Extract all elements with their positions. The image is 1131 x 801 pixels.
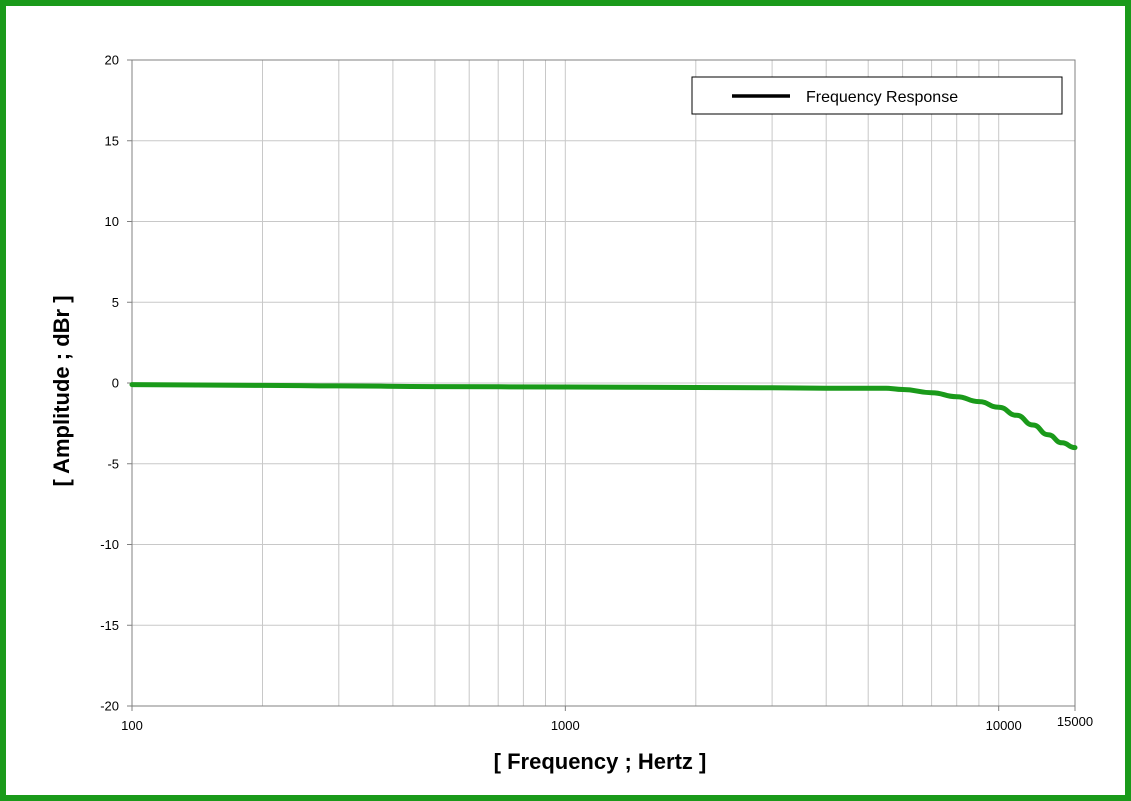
- y-tick-label: -5: [107, 456, 119, 471]
- series-line-frequency-response: [129, 382, 1078, 451]
- y-tick-label: 0: [112, 376, 119, 391]
- legend-label-frequency-response: Frequency Response: [806, 89, 958, 106]
- y-tick-label: 15: [105, 133, 119, 148]
- legend: Frequency Response: [691, 76, 1063, 115]
- y-tick-label: 10: [105, 214, 119, 229]
- y-tick-label: -10: [100, 537, 119, 552]
- y-tick-label: 5: [112, 295, 119, 310]
- y-tick-label: -20: [100, 699, 119, 714]
- y-tick-label: -15: [100, 618, 119, 633]
- x-tick-label: 10000: [986, 718, 1022, 733]
- x-axis-title: [ Frequency ; Hertz ]: [494, 749, 707, 774]
- series-layer: [129, 382, 1078, 451]
- y-tick-label: 20: [105, 53, 119, 68]
- y-axis-title: [ Amplitude ; dBr ]: [49, 295, 74, 486]
- y-axis-ticks: 20 15 10 5 0 -5 -10 -15 -20: [100, 53, 132, 714]
- x-tick-label: 100: [121, 718, 143, 733]
- grid-lines: [132, 60, 1075, 706]
- x-tick-label: 15000: [1057, 714, 1093, 729]
- x-axis-ticks: 100 1000 10000 15000: [121, 706, 1093, 733]
- x-tick-label: 1000: [551, 718, 580, 733]
